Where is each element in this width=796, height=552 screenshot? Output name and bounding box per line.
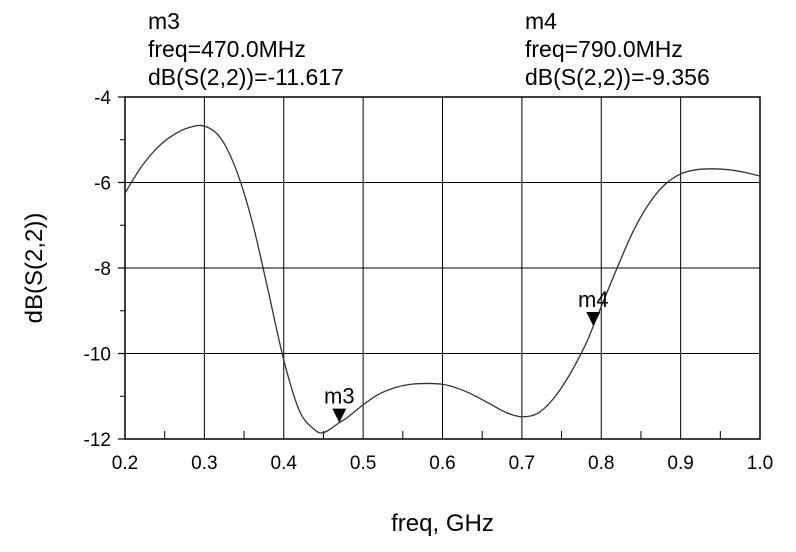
y-tick-label: -8 xyxy=(94,259,111,280)
marker-m4-readout-freq: freq=790.0MHz xyxy=(525,36,683,62)
y-axis-title: dB(S(2,2)) xyxy=(21,213,48,324)
y-tick-label: -12 xyxy=(84,430,111,451)
x-tick-label: 0.4 xyxy=(271,453,298,474)
grid-layer xyxy=(124,96,761,440)
x-tick-label: 0.8 xyxy=(588,453,614,474)
x-tick-label: 0.6 xyxy=(429,453,455,474)
plot-frame xyxy=(124,96,761,440)
marker-m3-readout-freq: freq=470.0MHz xyxy=(148,36,306,62)
x-tick-label: 0.2 xyxy=(112,453,138,474)
x-axis-title: freq, GHz xyxy=(391,510,494,537)
marker-m3-triangle xyxy=(332,408,347,423)
marker-m4-readout-name: m4 xyxy=(525,8,557,34)
series-line-s22 xyxy=(124,124,761,434)
y-tick-label: -4 xyxy=(94,88,111,109)
marker-m4-readout-value: dB(S(2,2))=-9.356 xyxy=(525,64,710,90)
x-tick-label: 0.7 xyxy=(509,453,535,474)
marker-m4-label: m4 xyxy=(578,287,609,312)
y-tick-label: -10 xyxy=(84,345,111,366)
x-tick-label: 0.5 xyxy=(350,453,376,474)
marker-m3-readout-value: dB(S(2,2))=-11.617 xyxy=(148,64,344,90)
x-tick-label: 1.0 xyxy=(747,453,773,474)
y-tick-label: -6 xyxy=(94,174,111,195)
marker-layer: m3 m4 xyxy=(324,287,609,423)
x-tick-label: 0.3 xyxy=(191,453,217,474)
tick-layer: 0.2 0.3 0.4 0.5 0.6 0.7 0.8 0.9 1.0 -4 -6 -8 -10 -12 xyxy=(84,88,774,474)
marker-m3-label: m3 xyxy=(324,384,355,409)
marker-m4-triangle xyxy=(586,311,601,326)
marker-m3-readout-name: m3 xyxy=(148,8,180,34)
x-tick-label: 0.9 xyxy=(667,453,693,474)
